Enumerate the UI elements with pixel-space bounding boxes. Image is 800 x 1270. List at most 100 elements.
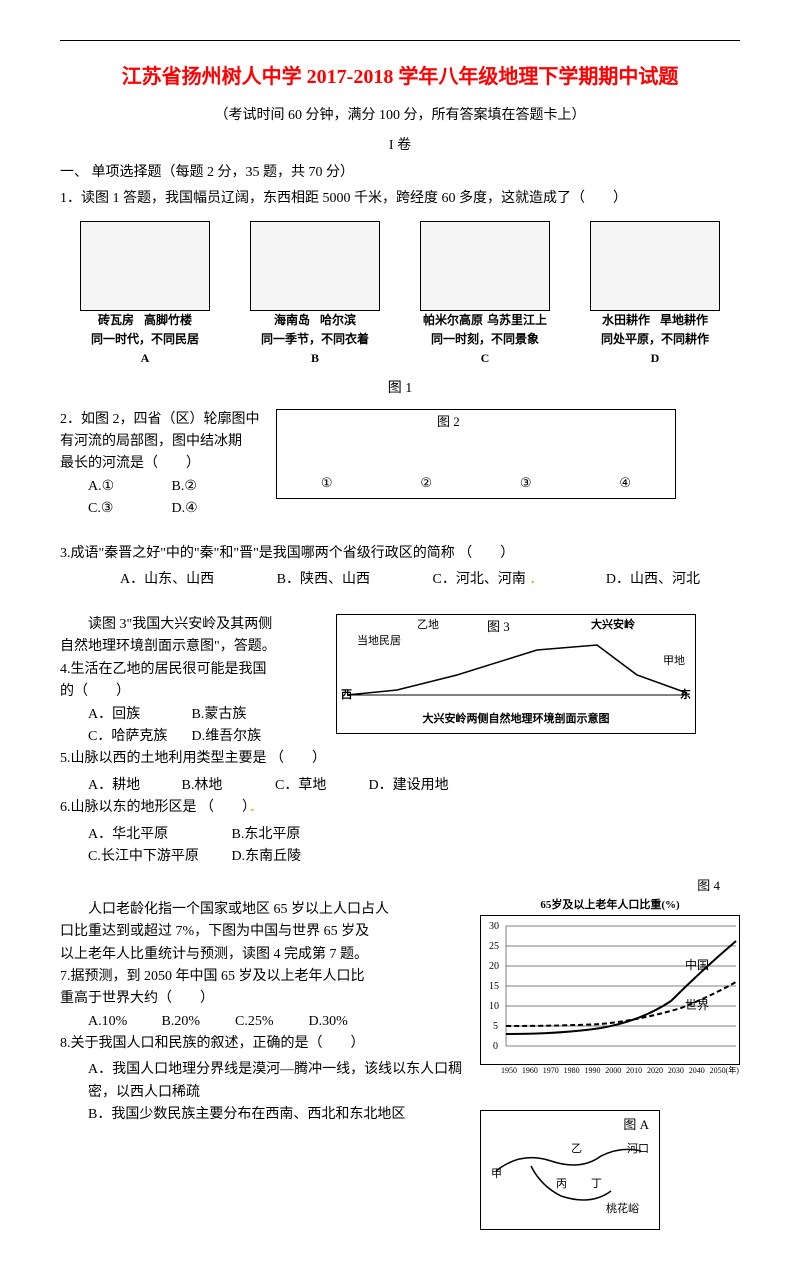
- q1-b-letter: B: [311, 349, 319, 368]
- q7-row: 人口老龄化指一个国家或地区 65 岁以上人口占人 口比重达到或超过 7%，下图为…: [60, 876, 740, 1229]
- xtick-8: 2030: [668, 1065, 684, 1078]
- fig3-profile-icon: [337, 615, 697, 735]
- q1-text: 1．读图 1 答题，我国幅员辽阔，东西相距 5000 千米，跨经度 60 多度，…: [60, 188, 740, 210]
- q4-line1: 4.生活在乙地的居民很可能是我国: [60, 659, 320, 681]
- top-rule: [60, 40, 740, 41]
- xtick-1: 1960: [522, 1065, 538, 1078]
- xtick-4: 1990: [584, 1065, 600, 1078]
- fig4-china: 中国: [685, 956, 709, 975]
- q5-d: D．建设用地: [369, 778, 449, 793]
- q1-block-d: 水田耕作 旱地耕作 同处平原，不同耕作 D: [590, 221, 720, 369]
- figA-bing: 丙: [556, 1176, 567, 1194]
- intro34-line1: 读图 3"我国大兴安岭及其两侧: [60, 614, 320, 636]
- q1-d-left: 水田耕作: [602, 311, 650, 330]
- q5-b: B.林地: [182, 775, 272, 797]
- q1-a-caption: 同一时代，不同民居: [91, 330, 199, 349]
- fig2-n3: ③: [520, 473, 532, 494]
- svg-text:20: 20: [489, 961, 499, 972]
- q2-line1: 2．如图 2，四省（区）轮廓图中: [60, 409, 260, 431]
- fig2-box: 图 2 ① ② ③ ④: [276, 409, 676, 499]
- fig1-label: 图 1: [60, 378, 740, 400]
- q7intro-line2: 口比重达到或超过 7%，下图为中国与世界 65 岁及: [60, 921, 464, 943]
- q1-block-b: 海南岛 哈尔滨 同一季节，不同衣着 B: [250, 221, 380, 369]
- figA-hekou: 河口: [627, 1141, 649, 1159]
- fig4-chart: 0 5 10 15 20 25 30 中国 世界 1950 1960 1970 …: [480, 915, 740, 1065]
- q7intro-line1: 人口老龄化指一个国家或地区 65 岁以上人口占人: [60, 899, 464, 921]
- q1-block-a: 砖瓦房 高脚竹楼 同一时代，不同民居 A: [80, 221, 210, 369]
- q8-a: A．我国人口地理分界线是漠河—腾冲一线，该线以东人口稠密，以西人口稀疏: [60, 1059, 464, 1104]
- q7-b: B.20%: [162, 1011, 232, 1033]
- q2-line3: 最长的河流是（ ）: [60, 453, 260, 475]
- q1-d-caption: 同处平原，不同耕作: [601, 330, 709, 349]
- fig2-label: 图 2: [437, 412, 460, 433]
- q1-c-left: 帕米尔高原: [423, 311, 483, 330]
- fig2-n4: ④: [619, 473, 631, 494]
- q4-b: B.蒙古族: [192, 707, 247, 722]
- q7-a: A.10%: [88, 1011, 158, 1033]
- q4-line2: 的（ ）: [60, 681, 320, 703]
- figA-yi: 乙: [571, 1141, 582, 1159]
- exam-info: （考试时间 60 分钟，满分 100 分，所有答案填在答题卡上）: [60, 105, 740, 127]
- xtick-6: 2010: [626, 1065, 642, 1078]
- page-title: 江苏省扬州树人中学 2017-2018 学年八年级地理下学期期中试题: [60, 61, 740, 93]
- q7intro-line3: 以上老年人比重统计与预测，读图 4 完成第 7 题。: [60, 944, 464, 966]
- q7-line2: 重高于世界大约（ ）: [60, 988, 464, 1010]
- xtick-2: 1970: [543, 1065, 559, 1078]
- orange-dot2-icon: ．: [249, 800, 263, 815]
- q1-d-right: 旱地耕作: [660, 311, 708, 330]
- fig3-box: 乙地 图 3 大兴安岭 当地民居 甲地 西 东 大兴安岭两侧自然地理环境剖面示意…: [336, 614, 696, 734]
- line-chart-icon: 0 5 10 15 20 25 30: [481, 916, 741, 1066]
- img-landscape: [420, 221, 550, 311]
- svg-text:15: 15: [489, 981, 499, 992]
- fig4-title: 65岁及以上老年人口比重(%): [480, 897, 740, 915]
- figA-jia: 甲: [491, 1166, 502, 1184]
- q6-c: C.长江中下游平原: [88, 846, 228, 868]
- q4-d: D.维吾尔族: [192, 729, 262, 744]
- q2-opt-a: A.①: [88, 476, 168, 498]
- q3-text: 3.成语"秦晋之好"中的"秦"和"晋"是我国哪两个省级行政区的简称 （ ）: [60, 543, 740, 565]
- q1-image-row: 砖瓦房 高脚竹楼 同一时代，不同民居 A 海南岛 哈尔滨 同一季节，不同衣着 B…: [60, 221, 740, 369]
- img-clothing: [250, 221, 380, 311]
- q6-b: B.东北平原: [232, 827, 301, 842]
- q4-c: C．哈萨克族: [88, 726, 188, 748]
- q6-d: D.东南丘陵: [232, 849, 302, 864]
- figA-label: 图 A: [623, 1115, 649, 1136]
- q1-b-right: 哈尔滨: [320, 311, 356, 330]
- xtick-9: 2040: [689, 1065, 705, 1078]
- q1-c-caption: 同一时刻，不同景象: [431, 330, 539, 349]
- q2-opt-b: B.②: [172, 479, 197, 494]
- img-farming: [590, 221, 720, 311]
- q2-opt-d: D.④: [172, 501, 198, 516]
- q5-text: 5.山脉以西的土地利用类型主要是 （ ）: [60, 748, 740, 770]
- q5-options: A．耕地 B.林地 C．草地 D．建设用地: [60, 775, 740, 797]
- q3-b: B．陕西、山西: [277, 569, 370, 591]
- fig3-row: 读图 3"我国大兴安岭及其两侧 自然地理环境剖面示意图"，答题。 4.生活在乙地…: [60, 614, 740, 748]
- q5-c: C．草地: [275, 775, 365, 797]
- q1-c-letter: C: [481, 349, 490, 368]
- section-heading: 一、 单项选择题（每题 2 分，35 题，共 70 分）: [60, 162, 740, 184]
- fig4-world: 世界: [685, 996, 709, 1015]
- q8-text: 8.关于我国人口和民族的叙述，正确的是（ ）: [60, 1033, 464, 1055]
- q1-d-letter: D: [651, 349, 660, 368]
- q2-opt-c: C.③: [88, 498, 168, 520]
- svg-text:5: 5: [493, 1021, 498, 1032]
- q3-d: D．山西、河北: [606, 569, 700, 591]
- q1-b-caption: 同一季节，不同衣着: [261, 330, 369, 349]
- intro34-line2: 自然地理环境剖面示意图"，答题。: [60, 636, 320, 658]
- svg-text:30: 30: [489, 921, 499, 932]
- svg-text:25: 25: [489, 941, 499, 952]
- q2-line2: 有河流的局部图，图中结冰期: [60, 431, 260, 453]
- fig2-n1: ①: [321, 473, 333, 494]
- figA-ding: 丁: [591, 1176, 602, 1194]
- figA-taohuayu: 桃花峪: [606, 1201, 639, 1219]
- orange-dot-icon: ．: [529, 572, 543, 587]
- xtick-3: 1980: [564, 1065, 580, 1078]
- xtick-5: 2000: [605, 1065, 621, 1078]
- q7-d: D.30%: [309, 1014, 348, 1029]
- q4-a: A．回族: [88, 704, 188, 726]
- q1-block-c: 帕米尔高原 乌苏里江上 同一时刻，不同景象 C: [420, 221, 550, 369]
- q1-a-letter: A: [141, 349, 150, 368]
- figA-box: 图 A 甲 乙 丙 丁 河口 桃花峪: [480, 1110, 660, 1230]
- volume-label: I 卷: [60, 135, 740, 157]
- q6-a: A．华北平原: [88, 824, 228, 846]
